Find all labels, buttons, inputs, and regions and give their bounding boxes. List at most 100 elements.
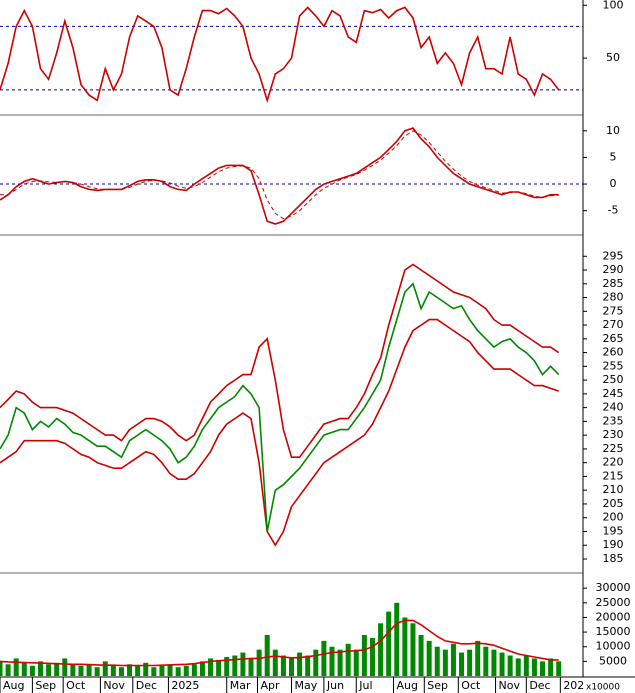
volume-bar [418, 635, 424, 676]
unit-label: x10000 [586, 683, 620, 693]
volume-bar [151, 667, 157, 676]
x-tick-label: Dec [529, 679, 550, 692]
volume-bar [248, 658, 254, 676]
volume-bar [402, 617, 408, 676]
volume-bar [208, 658, 214, 676]
volume-bar [361, 635, 367, 676]
volume-bar [280, 655, 286, 676]
y-tick-label: 20000 [596, 610, 631, 623]
volume-bar [531, 658, 537, 676]
y-tick-label: 10000 [596, 640, 631, 653]
y-tick-label: 240 [603, 401, 624, 414]
x-tick-label: Apr [260, 679, 280, 692]
x-tick-label: Nov [499, 679, 521, 692]
y-tick-label: 230 [603, 428, 624, 441]
volume-bar [467, 649, 473, 676]
y-tick-label: 10 [606, 124, 620, 137]
volume-bar [353, 649, 359, 676]
volume-bar [434, 646, 440, 676]
volume-bar [329, 646, 335, 676]
volume-bar [345, 643, 351, 676]
x-tick-label: Sep [35, 679, 56, 692]
x-tick-label: Aug [3, 679, 24, 692]
y-tick-label: 295 [603, 249, 624, 262]
volume-bar [199, 661, 205, 676]
y-tick-label: 245 [603, 387, 624, 400]
volume-bar [305, 655, 311, 676]
volume-bar [394, 602, 400, 676]
y-tick-label: 185 [603, 552, 624, 565]
y-tick-label: 0 [610, 177, 617, 190]
volume-bar [13, 658, 19, 676]
y-tick-label: 195 [603, 524, 624, 537]
y-tick-label: 235 [603, 414, 624, 427]
volume-bar [491, 649, 497, 676]
line-series [0, 263, 560, 458]
volume-bar [29, 665, 35, 676]
volume-bar [499, 652, 505, 676]
line-series [0, 318, 559, 547]
y-tick-label: 285 [603, 277, 624, 290]
y-tick-label: 290 [603, 263, 624, 276]
y-tick-label: 205 [603, 497, 624, 510]
x-tick-label: Aug [397, 679, 418, 692]
y-tick-label: 265 [603, 332, 624, 345]
y-tick-label: 50 [606, 51, 620, 64]
volume-bar [450, 643, 456, 676]
y-tick-label: 100 [603, 0, 624, 11]
volume-bar [159, 665, 165, 676]
y-tick-label: 5000 [599, 654, 627, 667]
y-tick-label: 220 [603, 456, 624, 469]
volume-bar [272, 649, 278, 676]
x-tick-label: Oct [66, 679, 86, 692]
volume-bar [78, 665, 84, 676]
x-tick-label: 202 [563, 679, 584, 692]
y-tick-label: 5 [610, 150, 617, 163]
volume-bar [523, 655, 529, 676]
line-series [0, 130, 559, 220]
volume-bar [410, 623, 416, 676]
volume-bar [37, 661, 43, 676]
volume-bar [102, 661, 108, 676]
volume-bar [240, 652, 246, 676]
y-tick-label: 260 [603, 346, 624, 359]
volume-bar [256, 649, 262, 676]
volume-bar [540, 661, 546, 676]
x-tick-label: Nov [103, 679, 125, 692]
x-tick-label: Dec [136, 679, 157, 692]
volume-bar [483, 646, 489, 676]
y-tick-label: 215 [603, 469, 624, 482]
y-tick-label: 255 [603, 359, 624, 372]
y-tick-label: 280 [603, 291, 624, 304]
y-tick-label: 190 [603, 538, 624, 551]
volume-bar [110, 665, 116, 676]
volume-bar [297, 652, 303, 676]
volume-bar [94, 667, 100, 676]
volume-bar [369, 637, 375, 676]
y-tick-label: -5 [608, 204, 619, 217]
volume-bar [264, 635, 270, 676]
volume-bar [175, 667, 181, 676]
volume-bar [289, 658, 294, 676]
x-tick-label: Oct [461, 679, 481, 692]
line-series [0, 6, 560, 104]
volume-bar [224, 656, 230, 676]
volume-bar [426, 640, 432, 676]
volume-bar [70, 664, 76, 676]
x-tick-label: May [295, 679, 318, 692]
line-series [0, 282, 560, 532]
volume-bar [321, 640, 327, 676]
volume-bar [135, 665, 141, 676]
volume-bar [143, 662, 149, 676]
x-tick-label: Jul [358, 679, 372, 692]
volume-bar [442, 649, 448, 676]
line-series [0, 619, 559, 667]
y-tick-label: 275 [603, 304, 624, 317]
y-tick-label: 30000 [596, 581, 631, 594]
volume-bar [216, 659, 222, 676]
y-tick-label: 250 [603, 373, 624, 386]
volume-bar [386, 611, 392, 676]
y-tick-label: 225 [603, 442, 624, 455]
y-tick-label: 270 [603, 318, 624, 331]
volume-bar [54, 662, 60, 676]
